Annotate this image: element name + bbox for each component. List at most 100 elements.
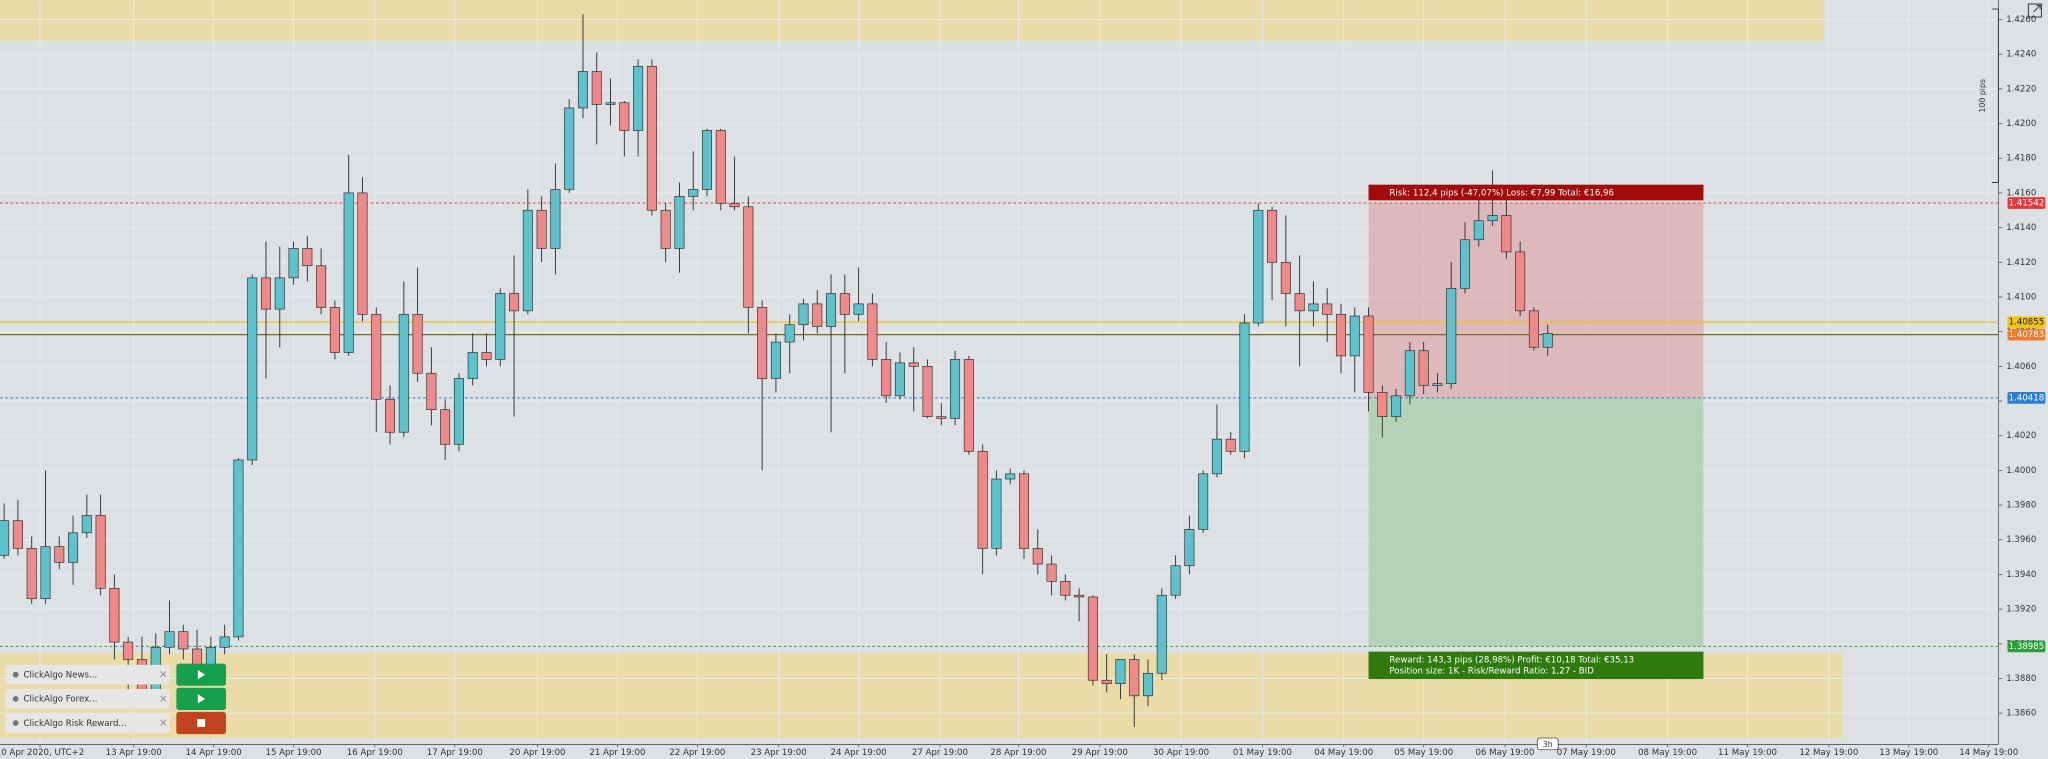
candle-body bbox=[1363, 315, 1374, 393]
candle-body bbox=[550, 189, 561, 249]
candle-body bbox=[1005, 473, 1016, 480]
candle-body bbox=[123, 641, 134, 660]
x-tick-label: 24 Apr 19:00 bbox=[831, 748, 887, 758]
candle-body bbox=[1115, 659, 1126, 685]
y-tick-label: 1.3980 bbox=[2006, 501, 2036, 511]
candle-body bbox=[1074, 594, 1085, 598]
candle-body bbox=[950, 359, 961, 419]
x-tick-label: 28 Apr 19:00 bbox=[990, 748, 1046, 758]
candle-body bbox=[1018, 473, 1030, 549]
candle-body bbox=[1170, 565, 1181, 596]
candle-body bbox=[1087, 596, 1098, 681]
candle-body bbox=[1267, 209, 1278, 263]
candle-body bbox=[522, 209, 533, 312]
candle-body bbox=[812, 303, 823, 327]
candle-body bbox=[1294, 293, 1305, 312]
candle-body bbox=[233, 459, 244, 638]
candle-body bbox=[81, 515, 92, 534]
candle-body bbox=[1322, 303, 1333, 315]
ruler bbox=[1991, 8, 1999, 183]
price-tag-label: 1.40783 bbox=[2009, 330, 2045, 340]
candle-body bbox=[40, 546, 51, 600]
ruler-label: 100 pips bbox=[1978, 79, 1987, 113]
x-tick-label: 17 Apr 19:00 bbox=[427, 748, 483, 758]
y-tick-label: 1.3860 bbox=[2006, 709, 2036, 719]
panel-button[interactable] bbox=[176, 687, 226, 710]
candle-body bbox=[991, 478, 1002, 549]
candle-body bbox=[1542, 333, 1553, 348]
candle-body bbox=[1335, 313, 1346, 357]
y-tick-label: 1.3920 bbox=[2006, 605, 2036, 615]
y-tick-label: 1.4160 bbox=[2006, 188, 2036, 198]
candle-body bbox=[1377, 392, 1388, 417]
panel-item-bg bbox=[5, 713, 170, 733]
candle-body bbox=[481, 352, 492, 360]
price-tag bbox=[2007, 328, 2046, 341]
candle-body bbox=[1459, 239, 1471, 289]
close-icon[interactable]: × bbox=[159, 669, 168, 681]
candle-body bbox=[729, 202, 740, 208]
cursor-label: 3h bbox=[1543, 740, 1553, 749]
candle-body bbox=[440, 409, 451, 445]
candle-body bbox=[1032, 548, 1043, 565]
candle-body bbox=[881, 359, 892, 397]
x-tick-label: 11 May 19:00 bbox=[1718, 748, 1777, 758]
status-dot bbox=[12, 720, 19, 726]
candle-body bbox=[908, 362, 919, 367]
zone bbox=[0, 0, 1824, 41]
y-tick-label: 1.3880 bbox=[2006, 674, 2036, 684]
candle-body bbox=[633, 65, 644, 131]
reward-label-bg bbox=[1368, 651, 1704, 680]
candle-body bbox=[54, 546, 65, 563]
status-dot bbox=[12, 671, 19, 678]
status-dot bbox=[12, 695, 19, 702]
x-tick-label: 04 May 19:00 bbox=[1314, 748, 1373, 758]
price-tag-label: 1.40418 bbox=[2009, 393, 2045, 403]
x-tick-label: 21 Apr 19:00 bbox=[589, 748, 645, 758]
panel-item-label: ClickAlgo Forex... bbox=[24, 695, 98, 705]
reward-box bbox=[1368, 397, 1704, 647]
price-tag-label: 1.38985 bbox=[2009, 642, 2045, 652]
candle-body bbox=[274, 277, 285, 310]
candle-body bbox=[1253, 209, 1264, 324]
candle-body bbox=[977, 450, 988, 549]
candle-body bbox=[1060, 581, 1071, 596]
panel-item: ClickAlgo News... × bbox=[5, 663, 226, 686]
candle-body bbox=[247, 277, 258, 461]
panel-button[interactable] bbox=[176, 663, 226, 686]
risk-label-bg bbox=[1368, 184, 1704, 201]
close-icon[interactable]: × bbox=[159, 717, 168, 729]
candle-body bbox=[329, 307, 340, 353]
x-tick-label: 16 Apr 19:00 bbox=[347, 748, 403, 758]
x-tick-label: 12 May 19:00 bbox=[1799, 748, 1858, 758]
panel-button[interactable] bbox=[176, 711, 226, 735]
panel-item-label: ClickAlgo Risk Reward... bbox=[24, 719, 127, 729]
price-tag bbox=[2007, 392, 2046, 404]
reward-label: Reward: 143,3 pips (28,98%) Profit: €10,… bbox=[1389, 656, 1634, 666]
y-tick-label: 1.4140 bbox=[2006, 223, 2036, 233]
x-tick-label: 07 May 19:00 bbox=[1557, 748, 1616, 758]
candle-body bbox=[770, 341, 781, 379]
candle-body bbox=[357, 192, 368, 315]
price-tag-label: 1.41542 bbox=[2009, 198, 2045, 208]
candle-body bbox=[660, 209, 671, 249]
candle-body bbox=[591, 71, 602, 105]
candle-body bbox=[646, 65, 657, 211]
panel-item-label: ClickAlgo News... bbox=[24, 671, 98, 681]
panel-item-bg bbox=[5, 664, 170, 685]
axis-bg bbox=[1999, 0, 2048, 759]
popout-icon[interactable] bbox=[2027, 3, 2042, 18]
candle-body bbox=[495, 293, 506, 360]
candle-body bbox=[867, 303, 878, 360]
candle-body bbox=[1308, 303, 1319, 312]
candle-body bbox=[577, 71, 588, 109]
x-tick-label: 05 May 19:00 bbox=[1394, 748, 1453, 758]
candle-body bbox=[1101, 679, 1112, 685]
candle-body bbox=[1211, 438, 1222, 475]
y-tick-label: 1.4260 bbox=[2006, 15, 2036, 25]
price-tag bbox=[2007, 640, 2046, 653]
close-icon[interactable]: × bbox=[159, 693, 168, 705]
candle-body bbox=[1198, 473, 1209, 530]
